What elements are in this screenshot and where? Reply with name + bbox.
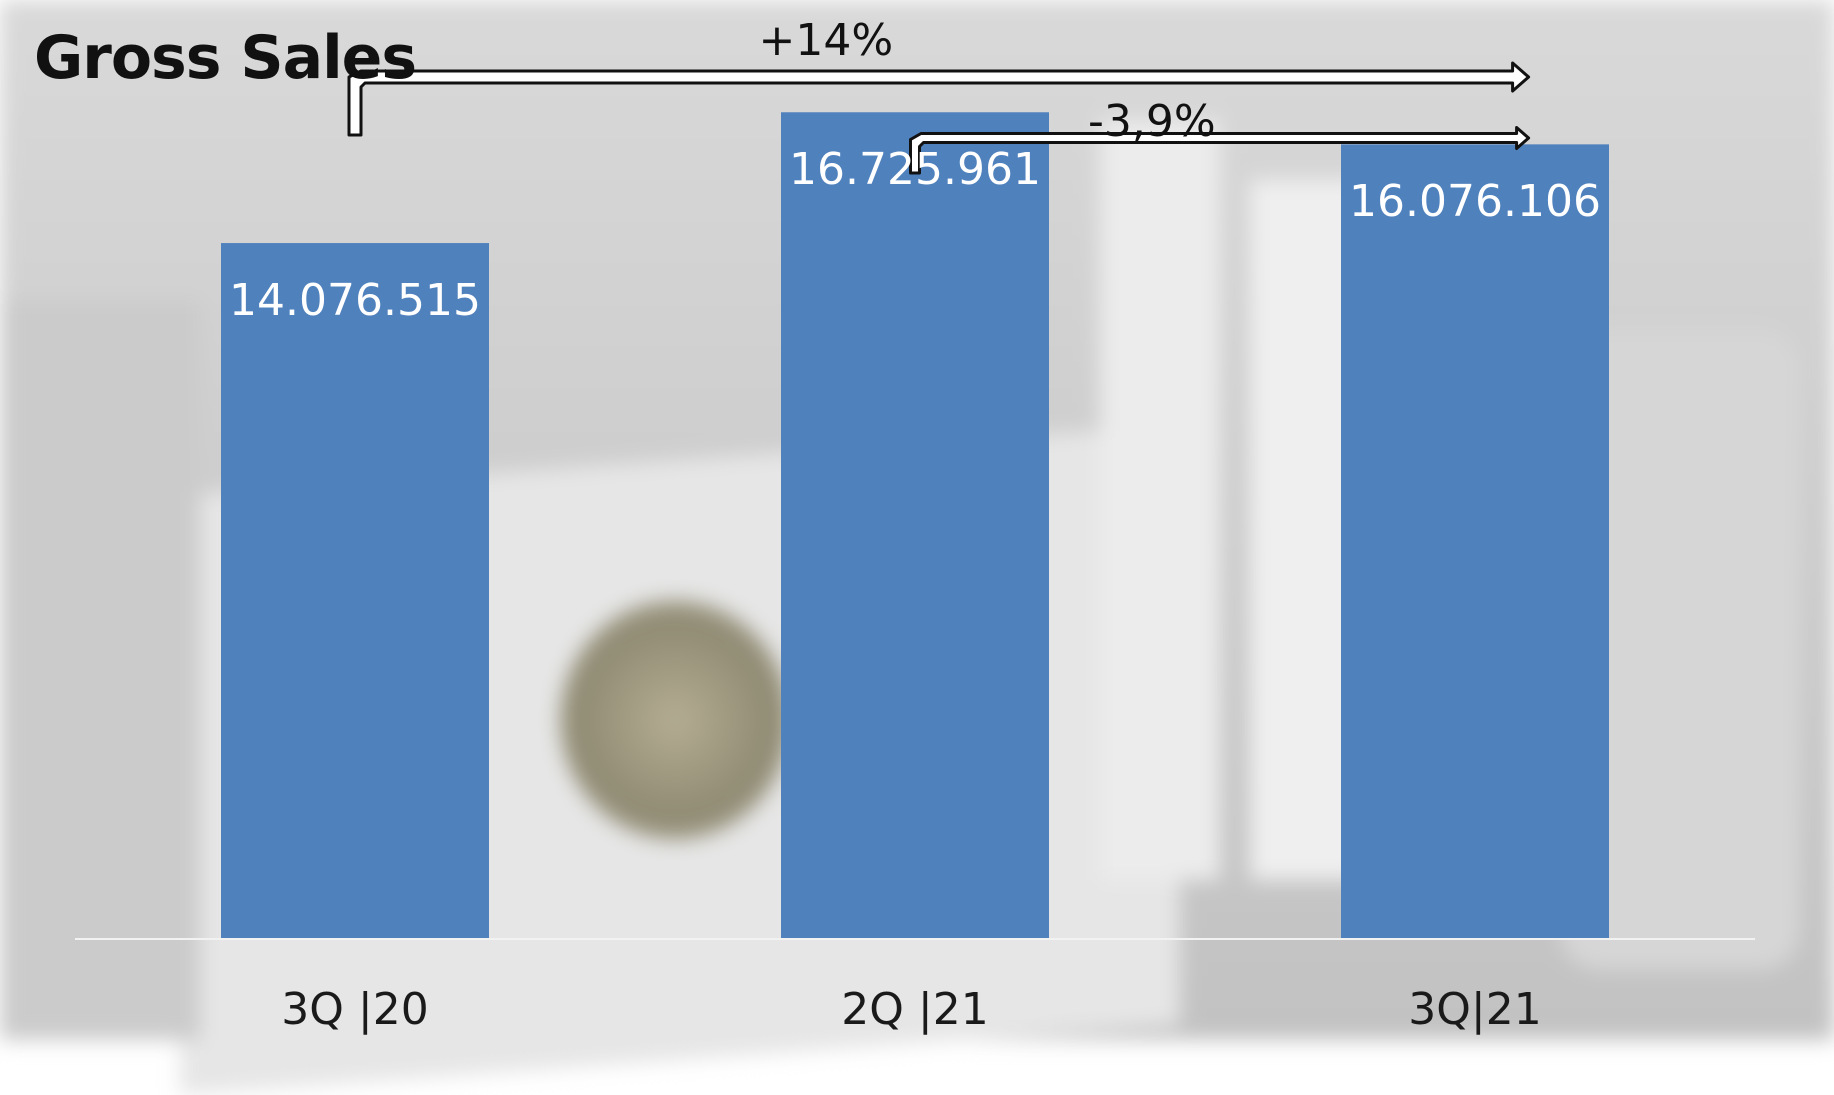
change-annotation-label: +14% [758,15,894,66]
change-arrow [347,61,1531,137]
bar-chart [75,61,1755,940]
change-annotation-label: -3,9% [1087,96,1216,147]
chart-title: Gross Sales [34,23,417,93]
bar [1341,144,1609,939]
bar [781,112,1049,938]
change-arrow [909,126,1531,175]
bar-value-label: 14.076.515 [229,275,481,327]
bar-value-label: 16.725.961 [789,144,1041,196]
x-tick-label: 3Q|21 [1408,984,1542,1035]
x-tick-label: 3Q |20 [281,984,429,1035]
bar-value-label: 16.076.106 [1349,176,1601,228]
x-tick-label: 2Q |21 [841,984,989,1035]
bar [221,243,489,938]
